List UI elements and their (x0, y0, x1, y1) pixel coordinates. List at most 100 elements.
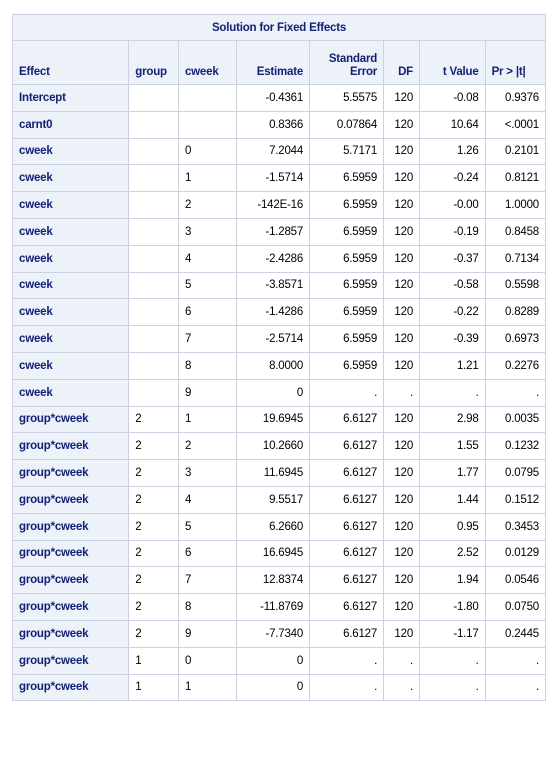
cell-p-value: . (484, 673, 547, 702)
cell-t-value: 2.98 (419, 405, 486, 434)
cell-effect: group*cweek (11, 512, 130, 541)
fixed-effects-table: Solution for Fixed Effects Effect group … (11, 14, 547, 702)
table-row: cweek 9 0.... (11, 378, 547, 407)
cell-cweek: 9 (177, 619, 238, 648)
cell-cweek: 1 (177, 164, 238, 193)
cell-standard-error: 5.5575 (309, 84, 385, 112)
cell-t-value: 1.55 (419, 432, 486, 461)
cell-estimate: 9.5517 (236, 485, 311, 514)
cell-standard-error: 6.5959 (309, 351, 385, 380)
table-row: group*cweek 2 8 -11.8769 6.6127 120 -1.80 0.075… (11, 593, 547, 621)
cell-t-value: 1.26 (419, 137, 486, 166)
cell-effect: group*cweek (11, 405, 130, 434)
cell-group (128, 137, 179, 166)
cell-effect: cweek (11, 378, 130, 407)
header-estimate: Estimate (236, 40, 311, 85)
cell-t-value: -0.00 (419, 191, 486, 219)
header-standard-error-line2: Error (349, 65, 378, 78)
cell-t-value: -0.22 (419, 298, 486, 327)
cell-standard-error: 6.6127 (309, 539, 385, 568)
cell-df: 120 (383, 244, 421, 273)
cell-estimate: -2.5714 (236, 325, 311, 353)
cell-p-value: 0.0750 (484, 593, 547, 621)
cell-estimate: 16.6945 (236, 539, 311, 568)
cell-effect: group*cweek (11, 459, 130, 487)
table-row: group*cweek 2 6 16.6945 6.6127 120 2.52 0.0129 (11, 539, 547, 568)
cell-cweek: 4 (177, 485, 238, 514)
table-body: Intercept -0.4361 5.5575 120 -0.08 0.9376 carn… (11, 84, 547, 702)
cell-estimate: -1.4286 (236, 298, 311, 327)
cell-effect: cweek (11, 351, 130, 380)
cell-p-value: 0.7134 (484, 244, 547, 273)
table-row: group*cweek 2 3 11.6945 6.6127 120 1.77 0.0795 (11, 459, 547, 487)
header-cweek: cweek (177, 40, 238, 85)
cell-p-value: 0.2101 (484, 137, 547, 166)
cell-effect: cweek (11, 137, 130, 166)
cell-t-value: -0.39 (419, 325, 486, 353)
cell-p-value: 0.5598 (484, 271, 547, 300)
cell-cweek: 8 (177, 593, 238, 621)
table-row: group*cweek 1 0 0.... (11, 646, 547, 675)
cell-p-value: <.0001 (484, 110, 547, 139)
cell-estimate: 0 (236, 646, 311, 675)
cell-standard-error: 6.6127 (309, 512, 385, 541)
cell-estimate: -0.4361 (236, 84, 311, 112)
cell-estimate: 6.2660 (236, 512, 311, 541)
cell-cweek: 3 (177, 459, 238, 487)
cell-t-value: . (419, 378, 486, 407)
cell-group (128, 351, 179, 380)
cell-standard-error: 6.6127 (309, 593, 385, 621)
table-row: cweek 4 -2.4286 6.5959 120 -0.37 0.7134 (11, 244, 547, 273)
table-row: carnt0 0.8366 0.07864 120 10.64 <.0001 (11, 110, 547, 139)
cell-cweek: 6 (177, 539, 238, 568)
cell-group: 2 (128, 459, 179, 487)
cell-group: 2 (128, 593, 179, 621)
cell-effect: group*cweek (11, 432, 130, 461)
cell-estimate: 0 (236, 378, 311, 407)
cell-standard-error: 6.5959 (309, 191, 385, 219)
cell-estimate: 0 (236, 673, 311, 702)
cell-effect: group*cweek (11, 593, 130, 621)
cell-standard-error: . (309, 646, 385, 675)
cell-group (128, 217, 179, 246)
table-row: group*cweek 2 2 10.2660 6.6127 120 1.55 0.1232 (11, 432, 547, 461)
cell-cweek (177, 84, 238, 112)
cell-df: . (383, 646, 421, 675)
cell-estimate: -11.8769 (236, 593, 311, 621)
cell-estimate: -1.2857 (236, 217, 311, 246)
cell-p-value: . (484, 378, 547, 407)
cell-estimate: 8.0000 (236, 351, 311, 380)
cell-p-value: 0.1232 (484, 432, 547, 461)
cell-cweek: 9 (177, 378, 238, 407)
cell-cweek: 5 (177, 271, 238, 300)
table-row: group*cweek 1 1 0.... (11, 673, 547, 702)
cell-group: 2 (128, 485, 179, 514)
cell-cweek: 5 (177, 512, 238, 541)
cell-t-value: -0.08 (419, 84, 486, 112)
cell-p-value: 0.2276 (484, 351, 547, 380)
cell-effect: cweek (11, 217, 130, 246)
cell-effect: carnt0 (11, 110, 130, 139)
cell-p-value: 0.2445 (484, 619, 547, 648)
cell-effect: cweek (11, 244, 130, 273)
cell-estimate: 11.6945 (236, 459, 311, 487)
table-row: cweek 3 -1.2857 6.5959 120 -0.19 0.8458 (11, 217, 547, 246)
cell-standard-error: 6.5959 (309, 164, 385, 193)
cell-group (128, 244, 179, 273)
cell-df: 120 (383, 539, 421, 568)
cell-group: 2 (128, 405, 179, 434)
cell-t-value: 10.64 (419, 110, 486, 139)
table-row: cweek 2 -142E-16 6.5959 120 -0.00 1.0000 (11, 191, 547, 219)
cell-cweek: 2 (177, 432, 238, 461)
cell-standard-error: 6.6127 (309, 619, 385, 648)
cell-effect: cweek (11, 271, 130, 300)
cell-group (128, 84, 179, 112)
cell-cweek: 7 (177, 325, 238, 353)
cell-standard-error: . (309, 673, 385, 702)
cell-group: 1 (128, 646, 179, 675)
header-t-value: t Value (419, 40, 486, 85)
cell-p-value: 0.3453 (484, 512, 547, 541)
header-df: DF (383, 40, 421, 85)
cell-effect: group*cweek (11, 566, 130, 595)
cell-p-value: 0.0035 (484, 405, 547, 434)
